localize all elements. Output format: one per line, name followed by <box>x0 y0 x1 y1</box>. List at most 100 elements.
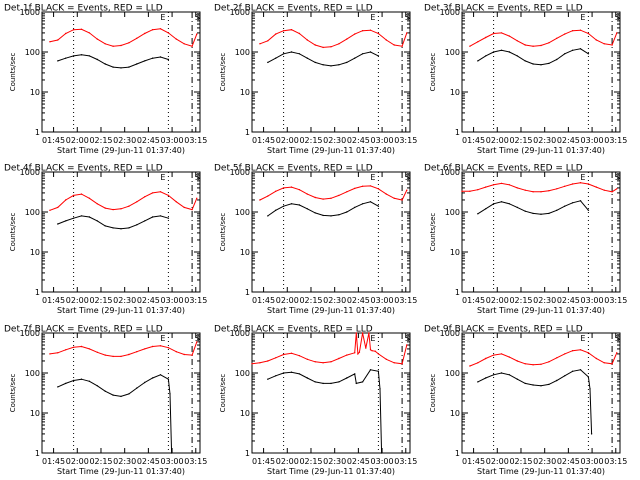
lld-data-point <box>540 191 542 193</box>
lld-data-point <box>564 185 566 187</box>
lld-data-point <box>136 37 138 39</box>
lld-data-point <box>354 33 356 35</box>
events-data-point <box>151 216 154 218</box>
events-data-point <box>346 211 348 213</box>
events-data-point <box>144 381 146 384</box>
lld-data-point <box>346 38 348 40</box>
events-data-point <box>290 203 293 205</box>
events-series-line <box>477 369 593 434</box>
x-tick-label: 02:15 <box>509 136 532 145</box>
lld-data-point <box>358 351 361 353</box>
lld-data-point <box>524 189 526 191</box>
lld-data-point <box>314 361 316 363</box>
lld-data-point <box>290 352 293 354</box>
lld-data-point <box>112 355 114 358</box>
lld-data-point <box>406 189 408 191</box>
x-tick-label: 01:45 <box>252 136 275 145</box>
x-axis-label: Start Time (29-Jun-11 01:37:40) <box>267 467 395 476</box>
plot-frame <box>251 332 411 454</box>
lld-data-point <box>611 44 613 46</box>
panel-title: Det 3f BLACK = Events, RED = LLD <box>424 4 583 14</box>
lld-data-point <box>361 30 364 32</box>
lld-data-point <box>595 357 597 360</box>
lld-data-point <box>571 350 574 352</box>
lld-data-point <box>556 188 558 190</box>
y-tick-label: 10 <box>240 248 250 257</box>
lld-data-point <box>167 32 170 34</box>
lld-data-point <box>354 187 356 190</box>
events-data-point <box>298 204 301 206</box>
lld-data-point <box>267 360 269 362</box>
lld-data-point <box>500 182 503 185</box>
lld-data-point <box>275 357 277 359</box>
x-tick-label: 02:15 <box>299 457 322 466</box>
lld-data-point <box>175 201 177 203</box>
events-data-point <box>65 220 67 222</box>
events-data-point <box>508 51 511 53</box>
events-data-point <box>167 58 170 61</box>
events-data-point <box>275 209 277 211</box>
x-tick-label: 03:00 <box>161 457 184 466</box>
x-axis-label: Start Time (29-Jun-11 01:37:40) <box>57 467 185 476</box>
lld-data-point <box>338 194 340 197</box>
events-data-point <box>151 377 154 379</box>
x-tick-label: 03:00 <box>581 296 604 305</box>
events-data-point <box>128 66 130 68</box>
events-data-point <box>492 374 495 376</box>
y-tick-label: 1000 <box>20 8 40 17</box>
events-data-point <box>314 212 316 214</box>
y-axis-label: Counts/sec <box>9 53 17 92</box>
lld-data-point <box>275 190 277 192</box>
events-data-point <box>532 63 534 65</box>
lld-data-point <box>338 43 340 45</box>
events-data-point <box>144 220 146 222</box>
events-data-point <box>65 57 67 59</box>
lld-data-point <box>406 32 408 34</box>
lld-data-point <box>477 41 479 43</box>
x-tick-label: 03:15 <box>394 136 417 145</box>
marker-label: S <box>195 173 200 182</box>
lld-data-point <box>469 365 471 367</box>
y-tick-label: 10 <box>240 409 250 418</box>
x-tick-label: 03:15 <box>604 296 627 305</box>
lld-data-point <box>595 186 597 188</box>
marker-label: E <box>370 13 375 22</box>
lld-data-point <box>196 341 198 343</box>
panel-title: Det 9f BLACK = Events, RED = LLD <box>424 325 583 335</box>
x-tick-label: 01:45 <box>462 296 485 305</box>
x-tick-label: 03:00 <box>371 296 394 305</box>
y-tick-label: 100 <box>445 369 460 378</box>
events-data-point <box>120 228 122 230</box>
lld-data-point <box>49 209 51 211</box>
x-tick-label: 01:45 <box>42 296 65 305</box>
lld-data-point <box>282 187 285 189</box>
events-data-point <box>330 382 332 385</box>
lld-series-line <box>259 185 408 201</box>
events-data-point <box>314 61 316 64</box>
events-data-point <box>322 214 324 217</box>
marker-label: E <box>580 13 585 22</box>
lld-data-point <box>72 346 75 348</box>
events-data-point <box>346 61 348 64</box>
events-data-point <box>275 375 277 377</box>
x-tick-label: 02:30 <box>533 296 556 305</box>
lld-data-point <box>191 45 193 47</box>
panel-title: Det 2f BLACK = Events, RED = LLD <box>214 4 373 14</box>
lld-data-point <box>96 351 99 353</box>
lld-data-point <box>96 38 99 40</box>
lld-data-point <box>587 352 590 354</box>
y-tick-label: 10 <box>30 248 40 257</box>
plot-frame <box>251 171 411 293</box>
events-data-point <box>369 369 372 371</box>
y-tick-label: 1 <box>35 449 40 458</box>
lld-data-point <box>128 205 130 207</box>
lld-data-point <box>120 208 122 210</box>
lld-data-point <box>369 349 372 351</box>
lld-data-point <box>49 353 51 355</box>
y-tick-label: 1 <box>245 288 250 297</box>
events-data-point <box>548 212 550 215</box>
lld-data-point <box>175 351 177 353</box>
